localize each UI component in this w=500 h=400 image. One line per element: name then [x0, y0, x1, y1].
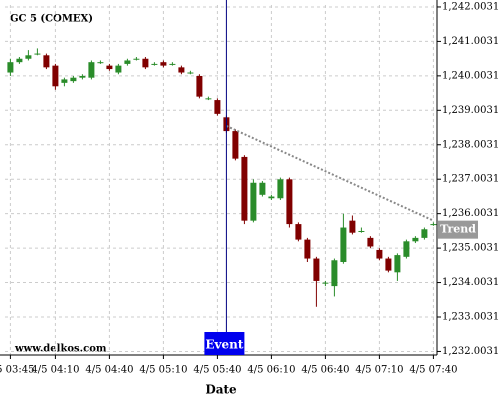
- candle-body: [349, 220, 356, 233]
- candle-body: [430, 224, 437, 226]
- candle-body: [421, 229, 428, 238]
- candle-body: [169, 63, 176, 65]
- watermark: www.delkos.com: [14, 344, 107, 355]
- candle-body: [43, 55, 50, 68]
- candle-body: [61, 79, 68, 83]
- y-tick-label: 1,236.0031: [442, 208, 499, 219]
- x-tick-label: 4/5 07:10: [355, 365, 403, 376]
- x-tick-label: 4/5 07:40: [409, 365, 457, 376]
- x-tick-label: 4/5 04:40: [85, 365, 133, 376]
- candle-body: [151, 63, 158, 65]
- candle-body: [394, 255, 401, 273]
- x-tick-label: 4/5 05:40: [193, 365, 241, 376]
- candle-body: [403, 241, 410, 257]
- candle-body: [358, 230, 365, 232]
- candle-body: [340, 227, 347, 262]
- candle-body: [277, 179, 284, 199]
- candle-body: [160, 62, 167, 66]
- candle-body: [196, 75, 203, 97]
- candle-body: [250, 182, 257, 221]
- candle-body: [34, 53, 41, 55]
- y-tick-label: 1,232.0031: [442, 346, 499, 357]
- trend-box: [438, 220, 478, 239]
- candle-body: [241, 156, 248, 221]
- x-axis-label: Date: [205, 383, 237, 397]
- candle-body: [214, 100, 221, 114]
- chart-title: GC 5 (COMEX): [10, 14, 93, 25]
- y-tick-label: 1,238.0031: [442, 139, 499, 150]
- event-box: [204, 332, 245, 355]
- y-tick-label: 1,241.0031: [442, 36, 499, 47]
- x-tick-label: 4/5 04:10: [31, 365, 79, 376]
- y-tick-label: 1,235.0031: [442, 243, 499, 254]
- y-tick-label: 1,233.0031: [442, 311, 499, 322]
- candle-body: [313, 258, 320, 281]
- candle-body: [106, 65, 113, 70]
- candle-body: [286, 179, 293, 225]
- x-tick-label: 4/5 06:10: [247, 365, 295, 376]
- candle-body: [322, 282, 329, 284]
- trend-line: [225, 125, 434, 222]
- candle-body: [412, 237, 419, 242]
- candle-body: [205, 98, 212, 100]
- candle-body: [115, 65, 122, 73]
- candle-body: [295, 224, 302, 240]
- candle-body: [133, 58, 140, 60]
- candle-body: [97, 62, 104, 64]
- y-tick-label: 1,242.0031: [442, 1, 499, 12]
- candle-body: [268, 196, 275, 199]
- candle-body: [331, 260, 338, 287]
- candle-body: [259, 182, 266, 195]
- candle-body: [178, 67, 185, 73]
- candle-body: [88, 62, 95, 78]
- candle-body: [70, 77, 77, 82]
- x-tick-label: 4/5 05:10: [139, 365, 187, 376]
- x-tick-label: 4/5 06:40: [301, 365, 349, 376]
- candle-body: [25, 55, 32, 59]
- candle-body: [232, 131, 239, 159]
- candle-body: [385, 258, 392, 271]
- y-tick-label: 1,234.0031: [442, 277, 499, 288]
- y-tick-label: 1,239.0031: [442, 105, 499, 116]
- y-tick-label: 1,240.0031: [442, 70, 499, 81]
- x-tick-label: 4/5 03:45: [0, 365, 34, 376]
- candle-body: [7, 62, 14, 73]
- candle-body: [367, 237, 374, 247]
- candle-body: [187, 72, 194, 74]
- candle-body: [79, 75, 86, 78]
- event-label: Event: [205, 338, 243, 352]
- y-tick-label: 1,237.0031: [442, 174, 499, 185]
- trend-label: Trend: [440, 223, 476, 236]
- candle-body: [376, 249, 383, 259]
- candle-body: [124, 60, 131, 64]
- candle-body: [52, 65, 59, 87]
- candle-body: [142, 58, 149, 68]
- candle-body: [16, 58, 23, 63]
- candle-body: [304, 239, 311, 259]
